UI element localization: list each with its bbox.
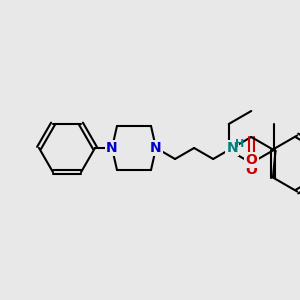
Text: N: N xyxy=(150,141,162,155)
Text: O: O xyxy=(245,163,257,177)
Text: N: N xyxy=(226,141,238,155)
Text: O: O xyxy=(245,153,257,167)
Text: N: N xyxy=(106,141,118,155)
Text: H: H xyxy=(235,139,244,149)
